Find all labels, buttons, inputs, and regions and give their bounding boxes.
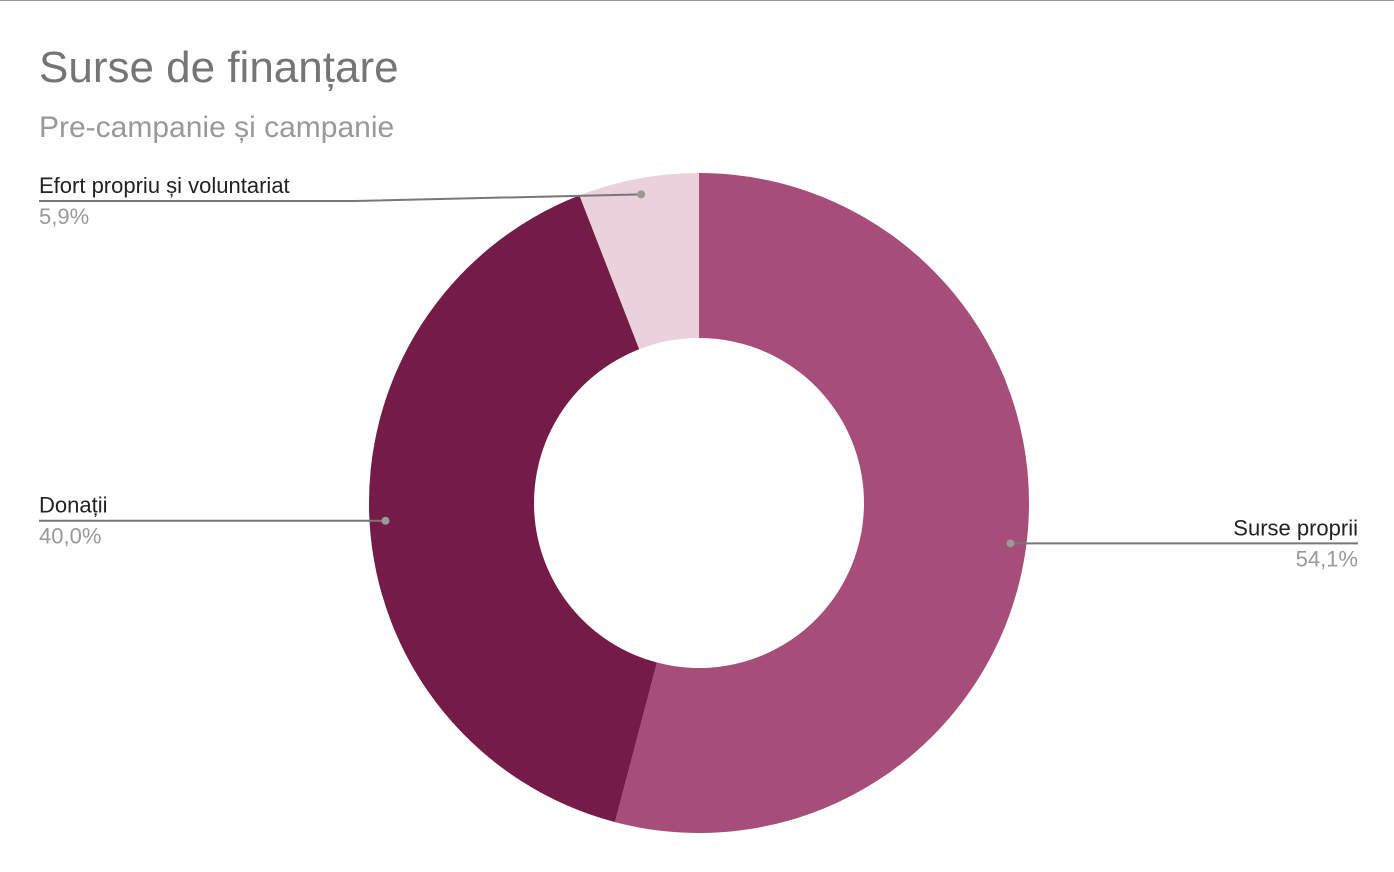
slice-value-label: 40,0% — [39, 524, 101, 549]
slice-value-label: 5,9% — [39, 204, 89, 229]
slice-value-label: 54,1% — [1296, 546, 1358, 571]
donut-slice — [579, 173, 699, 350]
leader-dot — [637, 190, 646, 199]
slice-label: Donații — [39, 493, 107, 518]
donut-slice — [614, 173, 1029, 833]
slice-label: Efort propriu și voluntariat — [39, 173, 290, 198]
donut-slice — [368, 195, 657, 823]
slice-label: Surse proprii — [1233, 515, 1358, 540]
leader-dot — [381, 516, 390, 525]
leader-line — [39, 193, 642, 202]
chart-title: Surse de finanțare — [39, 43, 399, 92]
leader-dot — [1006, 539, 1015, 548]
chart-subtitle: Pre-campanie și campanie — [39, 111, 394, 144]
